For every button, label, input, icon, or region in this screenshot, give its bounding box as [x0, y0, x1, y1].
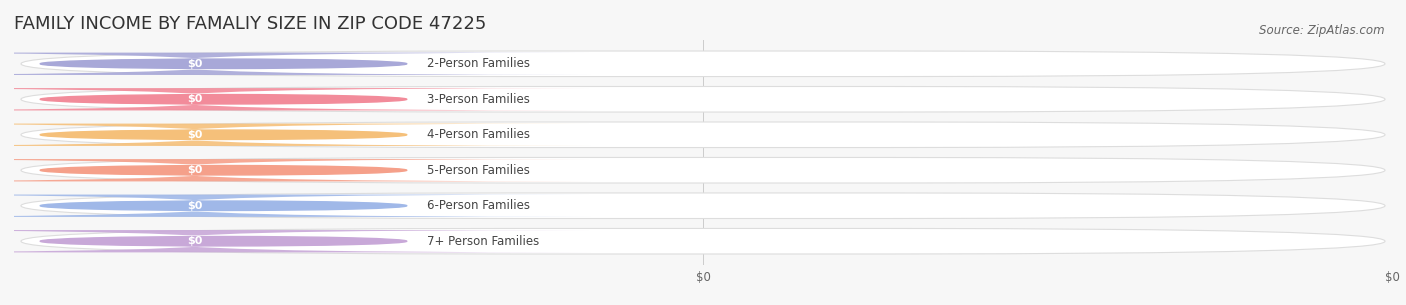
FancyBboxPatch shape — [21, 157, 1385, 183]
FancyBboxPatch shape — [0, 124, 591, 146]
Text: FAMILY INCOME BY FAMALIY SIZE IN ZIP CODE 47225: FAMILY INCOME BY FAMALIY SIZE IN ZIP COD… — [14, 15, 486, 33]
Circle shape — [41, 236, 406, 246]
Text: $0: $0 — [187, 201, 202, 211]
Text: $0: $0 — [187, 59, 202, 69]
Text: $0: $0 — [187, 236, 202, 246]
Text: 4-Person Families: 4-Person Families — [427, 128, 530, 141]
FancyBboxPatch shape — [0, 52, 591, 75]
FancyBboxPatch shape — [0, 195, 591, 217]
FancyBboxPatch shape — [0, 159, 591, 181]
Circle shape — [41, 201, 406, 210]
Circle shape — [41, 59, 406, 69]
Text: 5-Person Families: 5-Person Families — [427, 164, 530, 177]
Text: 7+ Person Families: 7+ Person Families — [427, 235, 540, 248]
FancyBboxPatch shape — [0, 88, 591, 110]
FancyBboxPatch shape — [21, 87, 1385, 112]
FancyBboxPatch shape — [21, 193, 1385, 218]
Text: $0: $0 — [187, 165, 202, 175]
Circle shape — [41, 130, 406, 139]
Circle shape — [41, 95, 406, 104]
Text: Source: ZipAtlas.com: Source: ZipAtlas.com — [1260, 24, 1385, 38]
Circle shape — [41, 166, 406, 175]
FancyBboxPatch shape — [21, 122, 1385, 148]
Text: 3-Person Families: 3-Person Families — [427, 93, 530, 106]
FancyBboxPatch shape — [0, 230, 591, 253]
Text: $0: $0 — [187, 94, 202, 104]
FancyBboxPatch shape — [21, 228, 1385, 254]
Text: 2-Person Families: 2-Person Families — [427, 57, 530, 70]
Text: 6-Person Families: 6-Person Families — [427, 199, 530, 212]
Text: $0: $0 — [187, 130, 202, 140]
FancyBboxPatch shape — [21, 51, 1385, 77]
